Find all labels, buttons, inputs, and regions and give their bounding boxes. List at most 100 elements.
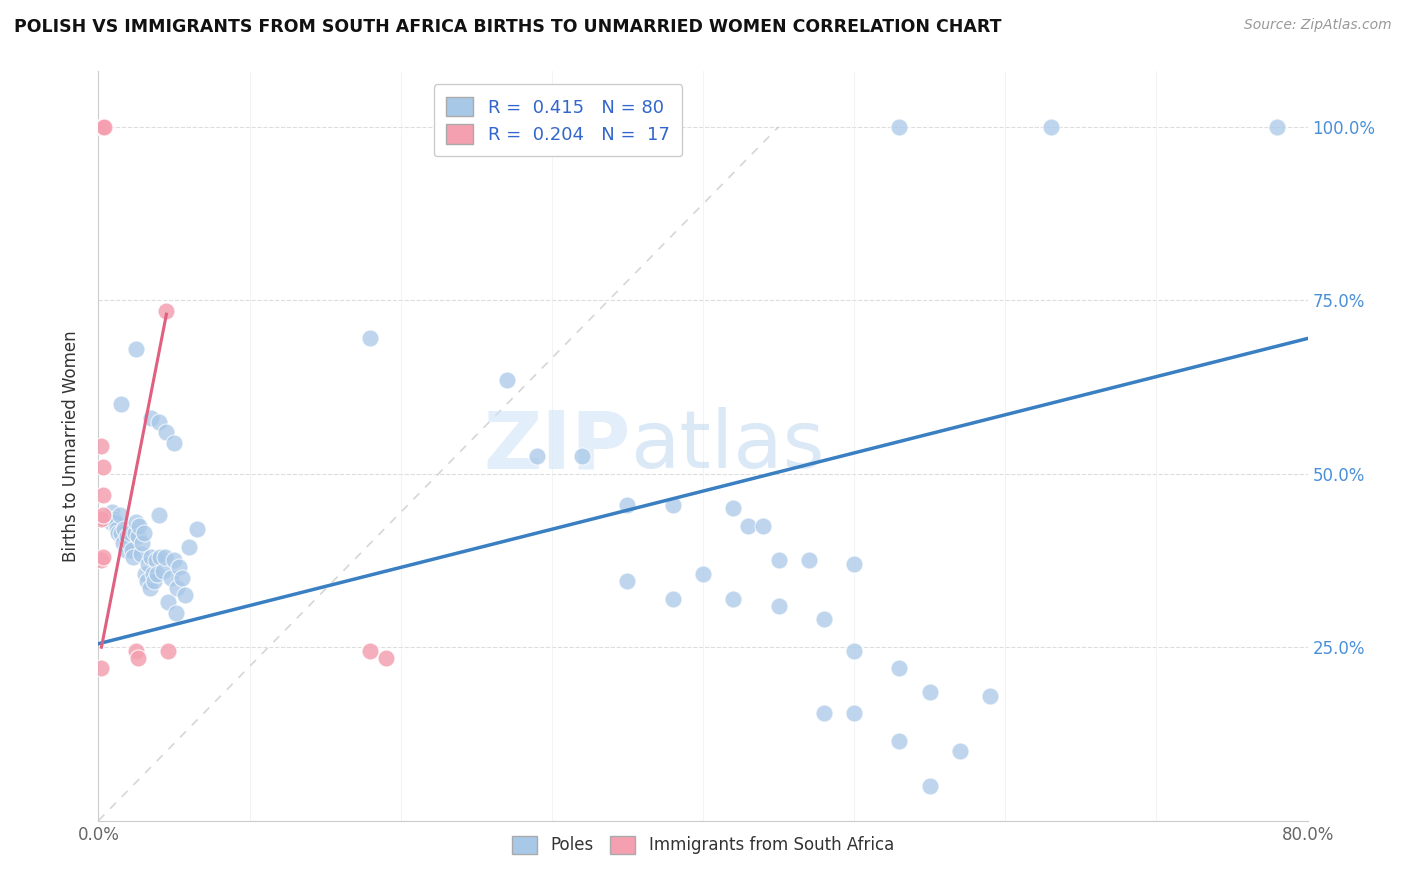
Point bbox=[101, 505, 124, 519]
Point bbox=[889, 120, 911, 134]
Point bbox=[90, 512, 112, 526]
Text: ZIP: ZIP bbox=[484, 407, 630, 485]
Point bbox=[723, 591, 745, 606]
Point bbox=[91, 549, 114, 564]
Point bbox=[526, 450, 548, 464]
Point bbox=[127, 650, 149, 665]
Point bbox=[103, 512, 125, 526]
Point bbox=[170, 571, 193, 585]
Point bbox=[152, 564, 174, 578]
Point bbox=[1039, 120, 1062, 134]
Point bbox=[142, 567, 165, 582]
Point bbox=[98, 512, 121, 526]
Point bbox=[889, 734, 911, 748]
Point bbox=[135, 574, 157, 589]
Point bbox=[661, 591, 683, 606]
Point bbox=[131, 536, 153, 550]
Point bbox=[136, 557, 159, 571]
Point bbox=[813, 612, 835, 626]
Point bbox=[616, 120, 638, 134]
Point bbox=[100, 516, 122, 530]
Point bbox=[91, 459, 114, 474]
Point bbox=[90, 120, 112, 134]
Point bbox=[723, 501, 745, 516]
Text: POLISH VS IMMIGRANTS FROM SOUTH AFRICA BIRTHS TO UNMARRIED WOMEN CORRELATION CHA: POLISH VS IMMIGRANTS FROM SOUTH AFRICA B… bbox=[14, 18, 1001, 36]
Point bbox=[179, 540, 201, 554]
Point bbox=[186, 522, 208, 536]
Text: Source: ZipAtlas.com: Source: ZipAtlas.com bbox=[1244, 18, 1392, 32]
Point bbox=[163, 435, 186, 450]
Point bbox=[889, 661, 911, 675]
Point bbox=[90, 553, 112, 567]
Point bbox=[692, 567, 714, 582]
Point bbox=[616, 498, 638, 512]
Point bbox=[112, 522, 135, 536]
Point bbox=[128, 518, 150, 533]
Point bbox=[844, 706, 866, 720]
Point bbox=[146, 567, 169, 582]
Point bbox=[121, 543, 143, 558]
Point bbox=[90, 439, 112, 453]
Legend: Poles, Immigrants from South Africa: Poles, Immigrants from South Africa bbox=[505, 829, 901, 861]
Point bbox=[125, 643, 148, 657]
Point bbox=[813, 706, 835, 720]
Point bbox=[768, 553, 790, 567]
Point bbox=[141, 411, 163, 425]
Point bbox=[118, 536, 141, 550]
Point bbox=[616, 574, 638, 589]
Point bbox=[122, 549, 145, 564]
Point bbox=[125, 342, 148, 356]
Point bbox=[134, 567, 156, 582]
Point bbox=[153, 549, 176, 564]
Point bbox=[844, 557, 866, 571]
Point bbox=[110, 525, 132, 540]
Point bbox=[156, 643, 179, 657]
Point bbox=[129, 547, 152, 561]
Point bbox=[156, 595, 179, 609]
Point bbox=[125, 516, 148, 530]
Point bbox=[160, 571, 183, 585]
Point bbox=[360, 331, 382, 345]
Point bbox=[91, 508, 114, 523]
Point bbox=[844, 643, 866, 657]
Point bbox=[105, 522, 128, 536]
Point bbox=[768, 599, 790, 613]
Point bbox=[127, 529, 149, 543]
Point bbox=[737, 518, 759, 533]
Point bbox=[145, 553, 167, 567]
Point bbox=[110, 397, 132, 411]
Point bbox=[155, 425, 177, 439]
Point bbox=[165, 606, 187, 620]
Point bbox=[94, 512, 117, 526]
Point bbox=[148, 508, 170, 523]
Point bbox=[949, 744, 972, 758]
Point bbox=[571, 450, 593, 464]
Point bbox=[374, 650, 396, 665]
Point bbox=[148, 415, 170, 429]
Point bbox=[661, 498, 683, 512]
Point bbox=[163, 553, 186, 567]
Point bbox=[108, 508, 131, 523]
Point bbox=[114, 543, 136, 558]
Point bbox=[104, 516, 127, 530]
Point bbox=[91, 487, 114, 501]
Point bbox=[167, 560, 190, 574]
Point bbox=[752, 518, 775, 533]
Point bbox=[979, 689, 1001, 703]
Point bbox=[141, 549, 163, 564]
Point bbox=[360, 643, 382, 657]
Point bbox=[90, 661, 112, 675]
Point bbox=[797, 553, 820, 567]
Point bbox=[143, 574, 166, 589]
Point bbox=[495, 373, 517, 387]
Point bbox=[139, 581, 162, 595]
Y-axis label: Births to Unmarried Women: Births to Unmarried Women bbox=[62, 330, 80, 562]
Point bbox=[132, 525, 155, 540]
Point bbox=[173, 588, 195, 602]
Point bbox=[124, 525, 146, 540]
Point bbox=[120, 525, 142, 540]
Point bbox=[166, 581, 188, 595]
Point bbox=[115, 529, 138, 543]
Text: atlas: atlas bbox=[630, 407, 825, 485]
Point bbox=[91, 120, 114, 134]
